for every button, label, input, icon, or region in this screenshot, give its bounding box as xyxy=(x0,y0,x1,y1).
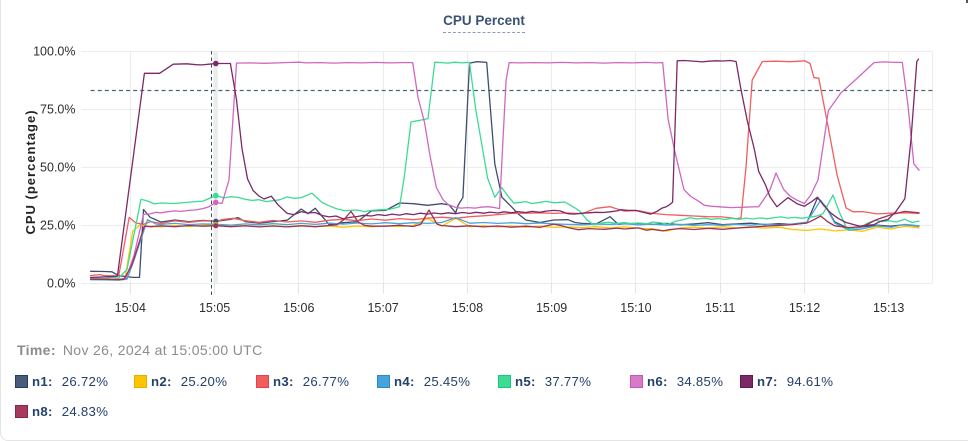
svg-text:0.0%: 0.0% xyxy=(47,277,76,291)
svg-text:15:11: 15:11 xyxy=(705,301,735,315)
svg-text:15:06: 15:06 xyxy=(283,301,314,315)
svg-text:15:12: 15:12 xyxy=(789,301,820,315)
svg-text:15:07: 15:07 xyxy=(367,301,398,315)
svg-text:100.0%: 100.0% xyxy=(33,44,75,58)
svg-text:15:10: 15:10 xyxy=(620,301,651,315)
svg-text:15:05: 15:05 xyxy=(199,301,230,315)
svg-text:15:08: 15:08 xyxy=(452,301,483,315)
svg-text:15:04: 15:04 xyxy=(115,301,146,315)
svg-text:50.0%: 50.0% xyxy=(40,161,75,175)
svg-text:15:13: 15:13 xyxy=(873,301,904,315)
svg-text:CPU (percentage): CPU (percentage) xyxy=(23,109,38,234)
svg-text:15:09: 15:09 xyxy=(536,301,567,315)
svg-text:75.0%: 75.0% xyxy=(40,102,75,116)
svg-text:25.0%: 25.0% xyxy=(40,219,75,233)
